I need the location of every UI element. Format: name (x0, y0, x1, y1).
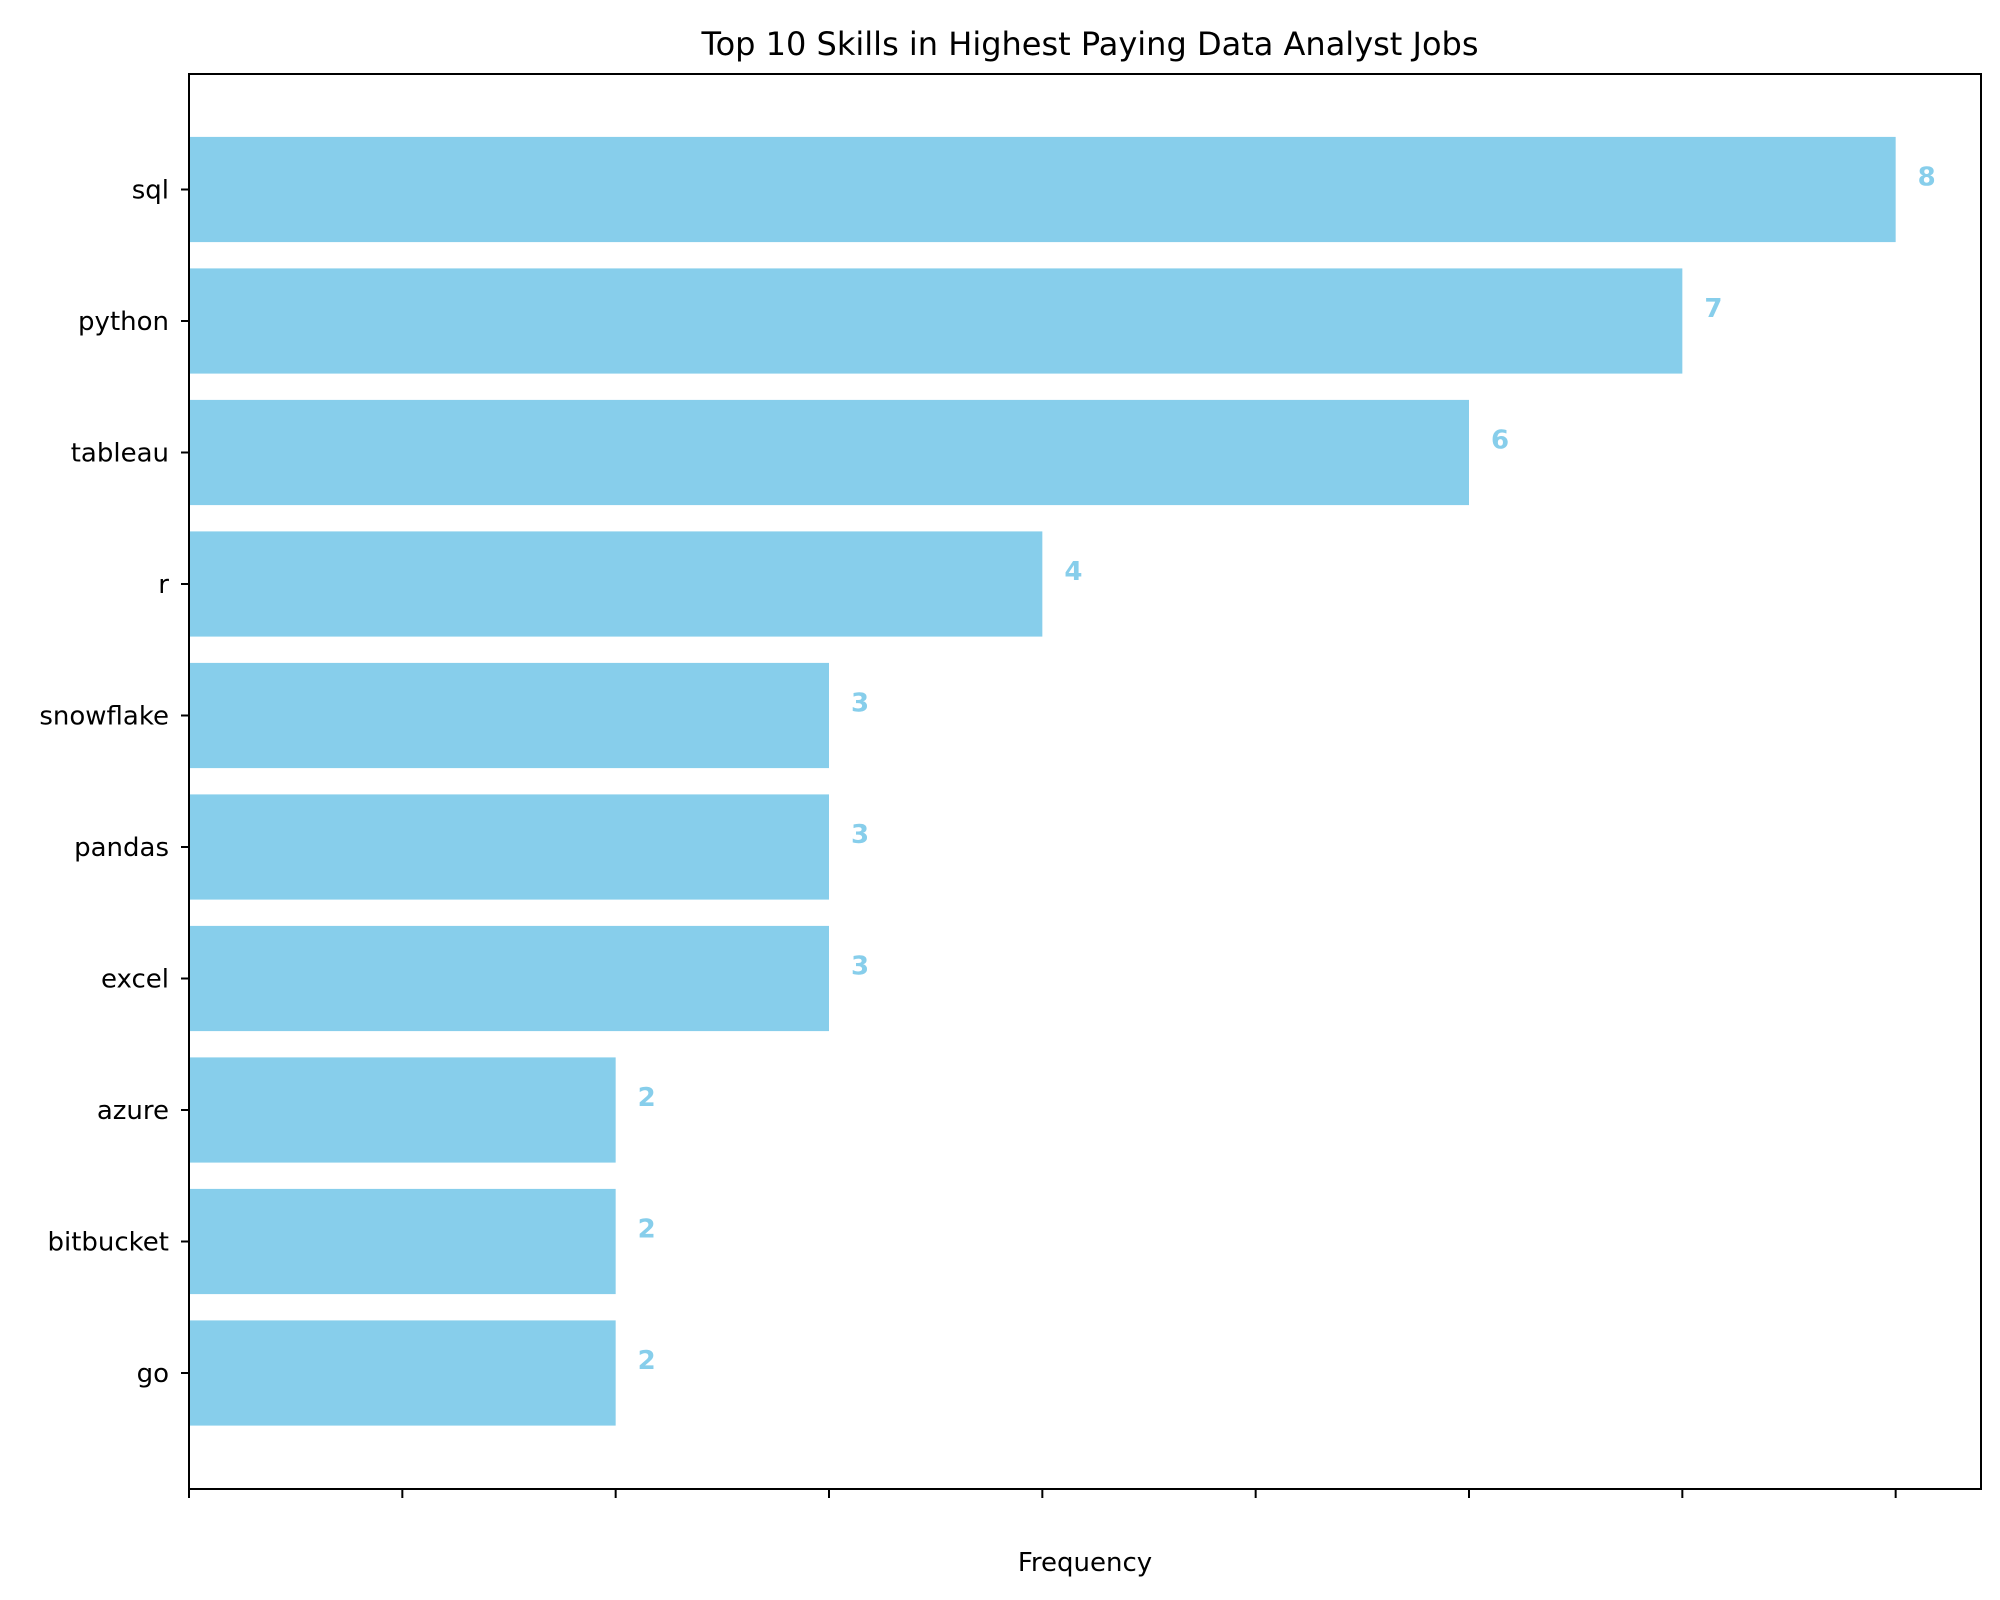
data-labels: 8 7 6 4 3 3 3 2 2 2 (638, 163, 1936, 1377)
y-tick-label-r: r (158, 570, 169, 600)
y-tick-label-azure: azure (97, 1096, 169, 1126)
x-axis-ticks (188, 1489, 1897, 1498)
x-axis-label: Frequency (1018, 1548, 1152, 1578)
bar-python (189, 268, 1683, 374)
bars-group (189, 136, 1896, 1426)
bar-bitbucket (189, 1188, 616, 1295)
y-tick-label-go: go (137, 1359, 169, 1389)
chart-title: Top 10 Skills in Highest Paying Data Ana… (700, 25, 1478, 63)
bar-azure (189, 1057, 616, 1163)
y-tick-label-pandas: pandas (74, 833, 169, 863)
y-tick-label-snowflake: snowflake (39, 702, 169, 732)
data-label-r: 4 (1064, 557, 1082, 587)
data-label-python: 7 (1704, 294, 1722, 324)
y-tick-label-tableau: tableau (71, 439, 169, 469)
bar-pandas (189, 794, 829, 900)
bar-snowflake (189, 662, 829, 769)
y-tick-label-excel: excel (101, 965, 169, 995)
data-label-tableau: 6 (1491, 426, 1509, 456)
bar-r (189, 531, 1043, 637)
data-label-azure: 2 (638, 1083, 656, 1113)
y-tick-label-bitbucket: bitbucket (47, 1228, 169, 1258)
data-label-pandas: 3 (851, 820, 869, 850)
data-label-snowflake: 3 (851, 689, 869, 719)
y-tick-labels: sql python tableau r snowflake pandas excel azu… (39, 176, 189, 1389)
data-label-go: 2 (638, 1346, 656, 1376)
bar-excel (189, 925, 829, 1032)
y-tick-label-sql: sql (132, 176, 169, 206)
bar-sql (189, 136, 1896, 243)
data-label-bitbucket: 2 (638, 1215, 656, 1245)
y-tick-label-python: python (78, 307, 169, 337)
data-label-excel: 3 (851, 952, 869, 982)
bar-tableau (189, 399, 1469, 506)
bar-go (189, 1320, 616, 1426)
plot-frame (188, 73, 1982, 1490)
data-label-sql: 8 (1918, 163, 1936, 193)
